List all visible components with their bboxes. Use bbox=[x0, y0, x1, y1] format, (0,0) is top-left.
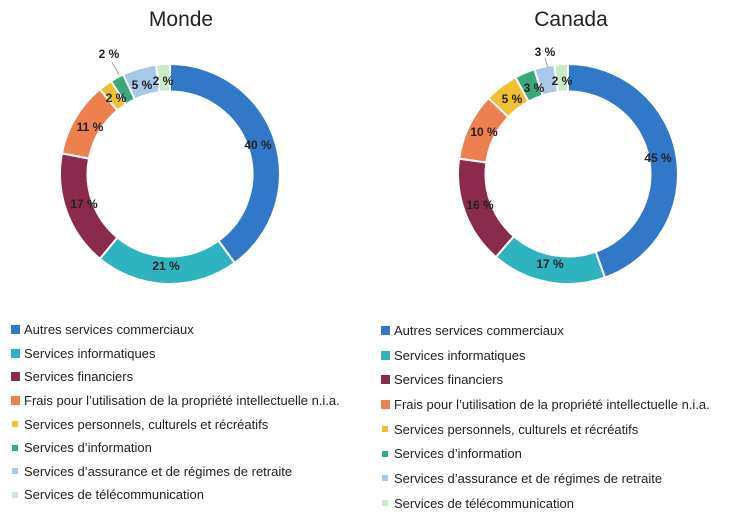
legend-swatch bbox=[12, 444, 18, 451]
legend-swatch bbox=[381, 399, 390, 409]
data-label: 2 % bbox=[99, 47, 120, 61]
legend-swatch bbox=[382, 426, 388, 433]
legend-label: Services de télécommunication bbox=[24, 487, 204, 503]
data-label: 5 % bbox=[132, 78, 153, 92]
legend-item-services-d-information: Services d’information bbox=[381, 441, 710, 466]
data-label: 3 % bbox=[524, 81, 545, 95]
slice-autres-services-commerciaux bbox=[567, 62, 679, 279]
slice-autres-services-commerciaux bbox=[169, 62, 281, 265]
legend-item-services-de-telecommunication: Services de télécommunication bbox=[11, 483, 340, 507]
donut-chart: 40 %21 %17 %11 %2 %2 %5 % 2 % bbox=[59, 47, 281, 285]
legend-label: Autres services commerciaux bbox=[394, 322, 564, 338]
leader-line bbox=[544, 57, 549, 69]
legend-item-services-d-assurance-et-de-regimes-de-retraite: Services d’assurance et de régimes de re… bbox=[11, 460, 340, 484]
legend-label: Frais pour l’utilisation de la propriété… bbox=[24, 393, 340, 409]
legend-label: Frais pour l’utilisation de la propriété… bbox=[394, 396, 710, 412]
legend-swatch bbox=[12, 468, 18, 475]
legend-label: Services de télécommunication bbox=[394, 495, 574, 511]
data-label: 21 % bbox=[152, 259, 180, 273]
slice-services-de-telecommunication bbox=[553, 62, 569, 94]
data-label: 5 % bbox=[502, 92, 523, 106]
legend-item-services-de-telecommunication: Services de télécommunication bbox=[381, 491, 710, 516]
legend-swatch bbox=[11, 348, 20, 358]
legend-swatch bbox=[11, 325, 20, 335]
chart-title: Canada bbox=[534, 8, 608, 31]
legend-label: Services financiers bbox=[394, 372, 504, 388]
legend: Autres services commerciaux Services info… bbox=[381, 318, 710, 516]
slice-services-de-telecommunication bbox=[155, 62, 171, 94]
leader-line bbox=[111, 61, 120, 76]
legend-label: Services personnels, culturels et récréa… bbox=[24, 416, 269, 432]
legend-label: Services d’assurance et de régimes de re… bbox=[394, 470, 663, 486]
legend-swatch bbox=[12, 491, 18, 498]
legend-item-services-personnels-culturels-et-recreatifs: Services personnels, culturels et récréa… bbox=[381, 417, 710, 442]
legend-item-autres-services-commerciaux: Autres services commerciaux bbox=[381, 318, 710, 343]
legend-label: Services financiers bbox=[24, 369, 134, 385]
data-label: 11 % bbox=[77, 120, 104, 134]
legend-swatch bbox=[381, 375, 390, 385]
legend-item-services-personnels-culturels-et-recreatifs: Services personnels, culturels et récréa… bbox=[11, 412, 340, 436]
data-label: 2 % bbox=[552, 74, 573, 88]
legend-item-services-informatiques: Services informatiques bbox=[381, 343, 710, 368]
data-label: 17 % bbox=[536, 257, 564, 271]
legend-item-services-financiers: Services financiers bbox=[381, 367, 710, 392]
legend-swatch bbox=[382, 475, 388, 482]
legend-swatch bbox=[381, 350, 390, 360]
donut-chart: 45 %17 %16 %10 %5 %3 %3 %2 % bbox=[457, 45, 679, 285]
legend-item-services-informatiques: Services informatiques bbox=[11, 342, 340, 366]
legend-label: Services informatiques bbox=[24, 345, 156, 361]
data-label: 16 % bbox=[466, 198, 494, 212]
legend-item-services-d-information: Services d’information bbox=[11, 436, 340, 460]
legend: Autres services commerciaux Services info… bbox=[11, 318, 340, 507]
data-label: 3 % bbox=[535, 45, 556, 59]
legend-label: Services personnels, culturels et récréa… bbox=[394, 421, 639, 437]
legend-item-frais-pour-l-utilisation-de-la-propriete-intellectuelle-n-i-a: Frais pour l’utilisation de la propriété… bbox=[381, 392, 710, 417]
legend-swatch bbox=[11, 396, 20, 406]
legend-label: Autres services commerciaux bbox=[24, 322, 194, 338]
data-label: 45 % bbox=[644, 151, 672, 165]
data-label: 2 % bbox=[106, 91, 127, 105]
chart-canada: Canada 45 % 17 % 16 % 10 % 5 % 3 % 3 % 2 % Autr… bbox=[378, 0, 756, 523]
legend-swatch bbox=[12, 421, 18, 428]
legend-item-autres-services-commerciaux: Autres services commerciaux bbox=[11, 318, 340, 342]
data-label: 40 % bbox=[244, 138, 272, 152]
data-label: 2 % bbox=[153, 74, 174, 88]
chart-monde: Monde 40 % 21 % 17 % 11 % 2 % 2 % 5 % 2 % Autre… bbox=[11, 8, 340, 507]
legend-label: Services d’information bbox=[394, 446, 522, 462]
legend-swatch bbox=[382, 450, 388, 457]
legend-label: Services d’information bbox=[24, 440, 152, 456]
chart-title: Monde bbox=[148, 8, 214, 31]
legend-swatch bbox=[382, 500, 388, 507]
legend-item-services-financiers: Services financiers bbox=[11, 365, 340, 389]
legend-item-services-d-assurance-et-de-regimes-de-retraite: Services d’assurance et de régimes de re… bbox=[381, 466, 710, 491]
legend-label: Services d’assurance et de régimes de re… bbox=[24, 463, 293, 479]
legend-swatch bbox=[381, 325, 390, 335]
legend-item-frais-pour-l-utilisation-de-la-propriete-intellectuelle-n-i-a: Frais pour l’utilisation de la propriété… bbox=[11, 389, 340, 413]
legend-swatch bbox=[11, 372, 20, 382]
data-label: 10 % bbox=[470, 125, 498, 139]
data-label: 17 % bbox=[70, 197, 98, 211]
legend-label: Services informatiques bbox=[394, 347, 526, 363]
